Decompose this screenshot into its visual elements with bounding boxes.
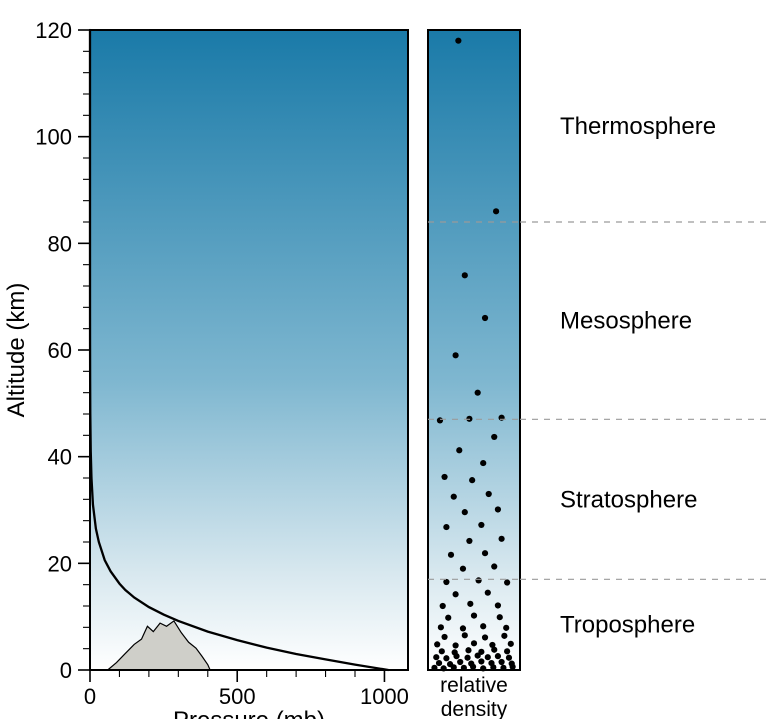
density-dot (441, 634, 447, 640)
density-label: relativedensity (440, 674, 508, 719)
diagram-svg: 0 20 40 60 80 100 120 Altitude (km) 0 500 1000 Pres… (0, 0, 780, 719)
density-dot (478, 522, 484, 528)
density-dot (438, 624, 444, 630)
density-dot (469, 477, 475, 483)
density-dot (462, 632, 468, 638)
density-dot (478, 658, 484, 664)
density-dot (504, 579, 510, 585)
density-dot (499, 536, 505, 542)
density-dot (433, 654, 439, 660)
y-tick-label: 40 (48, 445, 72, 470)
density-dot (460, 566, 466, 572)
layer-label: Troposphere (560, 612, 695, 639)
y-tick-label: 60 (48, 338, 72, 363)
density-dot (475, 390, 481, 396)
layer-label: Stratosphere (560, 486, 697, 513)
y-tick-label: 100 (35, 125, 72, 150)
density-dot (482, 550, 488, 556)
density-dot (509, 661, 515, 667)
y-tick-label: 120 (35, 18, 72, 43)
density-dot (451, 494, 457, 500)
density-dot (460, 625, 466, 631)
x-tick-label: 1000 (360, 684, 409, 709)
density-dot (448, 552, 454, 558)
density-dot (480, 623, 486, 629)
density-dot (437, 417, 443, 423)
density-dot (488, 660, 494, 666)
x-tick-label: 500 (219, 684, 256, 709)
density-dot (436, 660, 442, 666)
density-dot (504, 648, 510, 654)
layer-label: Mesosphere (560, 308, 692, 335)
density-dot (467, 601, 473, 607)
density-dot (447, 661, 453, 667)
density-dot (453, 642, 459, 648)
density-dot (462, 272, 468, 278)
density-dot (468, 661, 474, 667)
density-dot (489, 642, 495, 648)
density-dot (485, 654, 491, 660)
density-dot (495, 653, 501, 659)
density-dot (499, 659, 505, 665)
y-tick-label: 20 (48, 551, 72, 576)
density-dot (486, 491, 492, 497)
x-axis-label: Pressure (mb) (173, 707, 325, 719)
density-dot (464, 655, 470, 661)
density-dot (491, 434, 497, 440)
density-dot (508, 641, 514, 647)
density-dot (456, 447, 462, 453)
y-tick-label: 0 (60, 658, 72, 683)
density-dot (491, 563, 497, 569)
density-background (428, 30, 520, 670)
density-dot (443, 655, 449, 661)
y-axis-label: Altitude (km) (3, 283, 30, 418)
density-dot (452, 649, 458, 655)
density-dot (482, 634, 488, 640)
density-dot (440, 603, 446, 609)
density-dot (453, 352, 459, 358)
density-dot (497, 614, 503, 620)
density-dot (495, 506, 501, 512)
density-dot (482, 315, 488, 321)
chart-background (90, 30, 408, 670)
layer-label: Thermosphere (560, 113, 716, 140)
density-dot (465, 647, 471, 653)
density-dot (478, 649, 484, 655)
density-dot (434, 641, 440, 647)
density-dot (441, 474, 447, 480)
density-dot (445, 615, 451, 621)
density-dot (471, 613, 477, 619)
density-dot (480, 460, 486, 466)
density-dot (455, 38, 461, 44)
density-dot (457, 659, 463, 665)
density-dot (495, 602, 501, 608)
y-tick-label: 80 (48, 231, 72, 256)
density-dot (462, 509, 468, 515)
density-dot (501, 633, 507, 639)
density-dot (476, 577, 482, 583)
density-dot (485, 590, 491, 596)
density-dot (503, 625, 509, 631)
x-tick-label: 0 (84, 684, 96, 709)
density-dot (466, 538, 472, 544)
diagram-root: 0 20 40 60 80 100 120 Altitude (km) 0 500 1000 Pres… (0, 0, 780, 719)
density-dot (453, 591, 459, 597)
density-dot (443, 524, 449, 530)
density-dot (439, 648, 445, 654)
density-dot (471, 640, 477, 646)
density-dot (506, 655, 512, 661)
density-dot (493, 208, 499, 214)
